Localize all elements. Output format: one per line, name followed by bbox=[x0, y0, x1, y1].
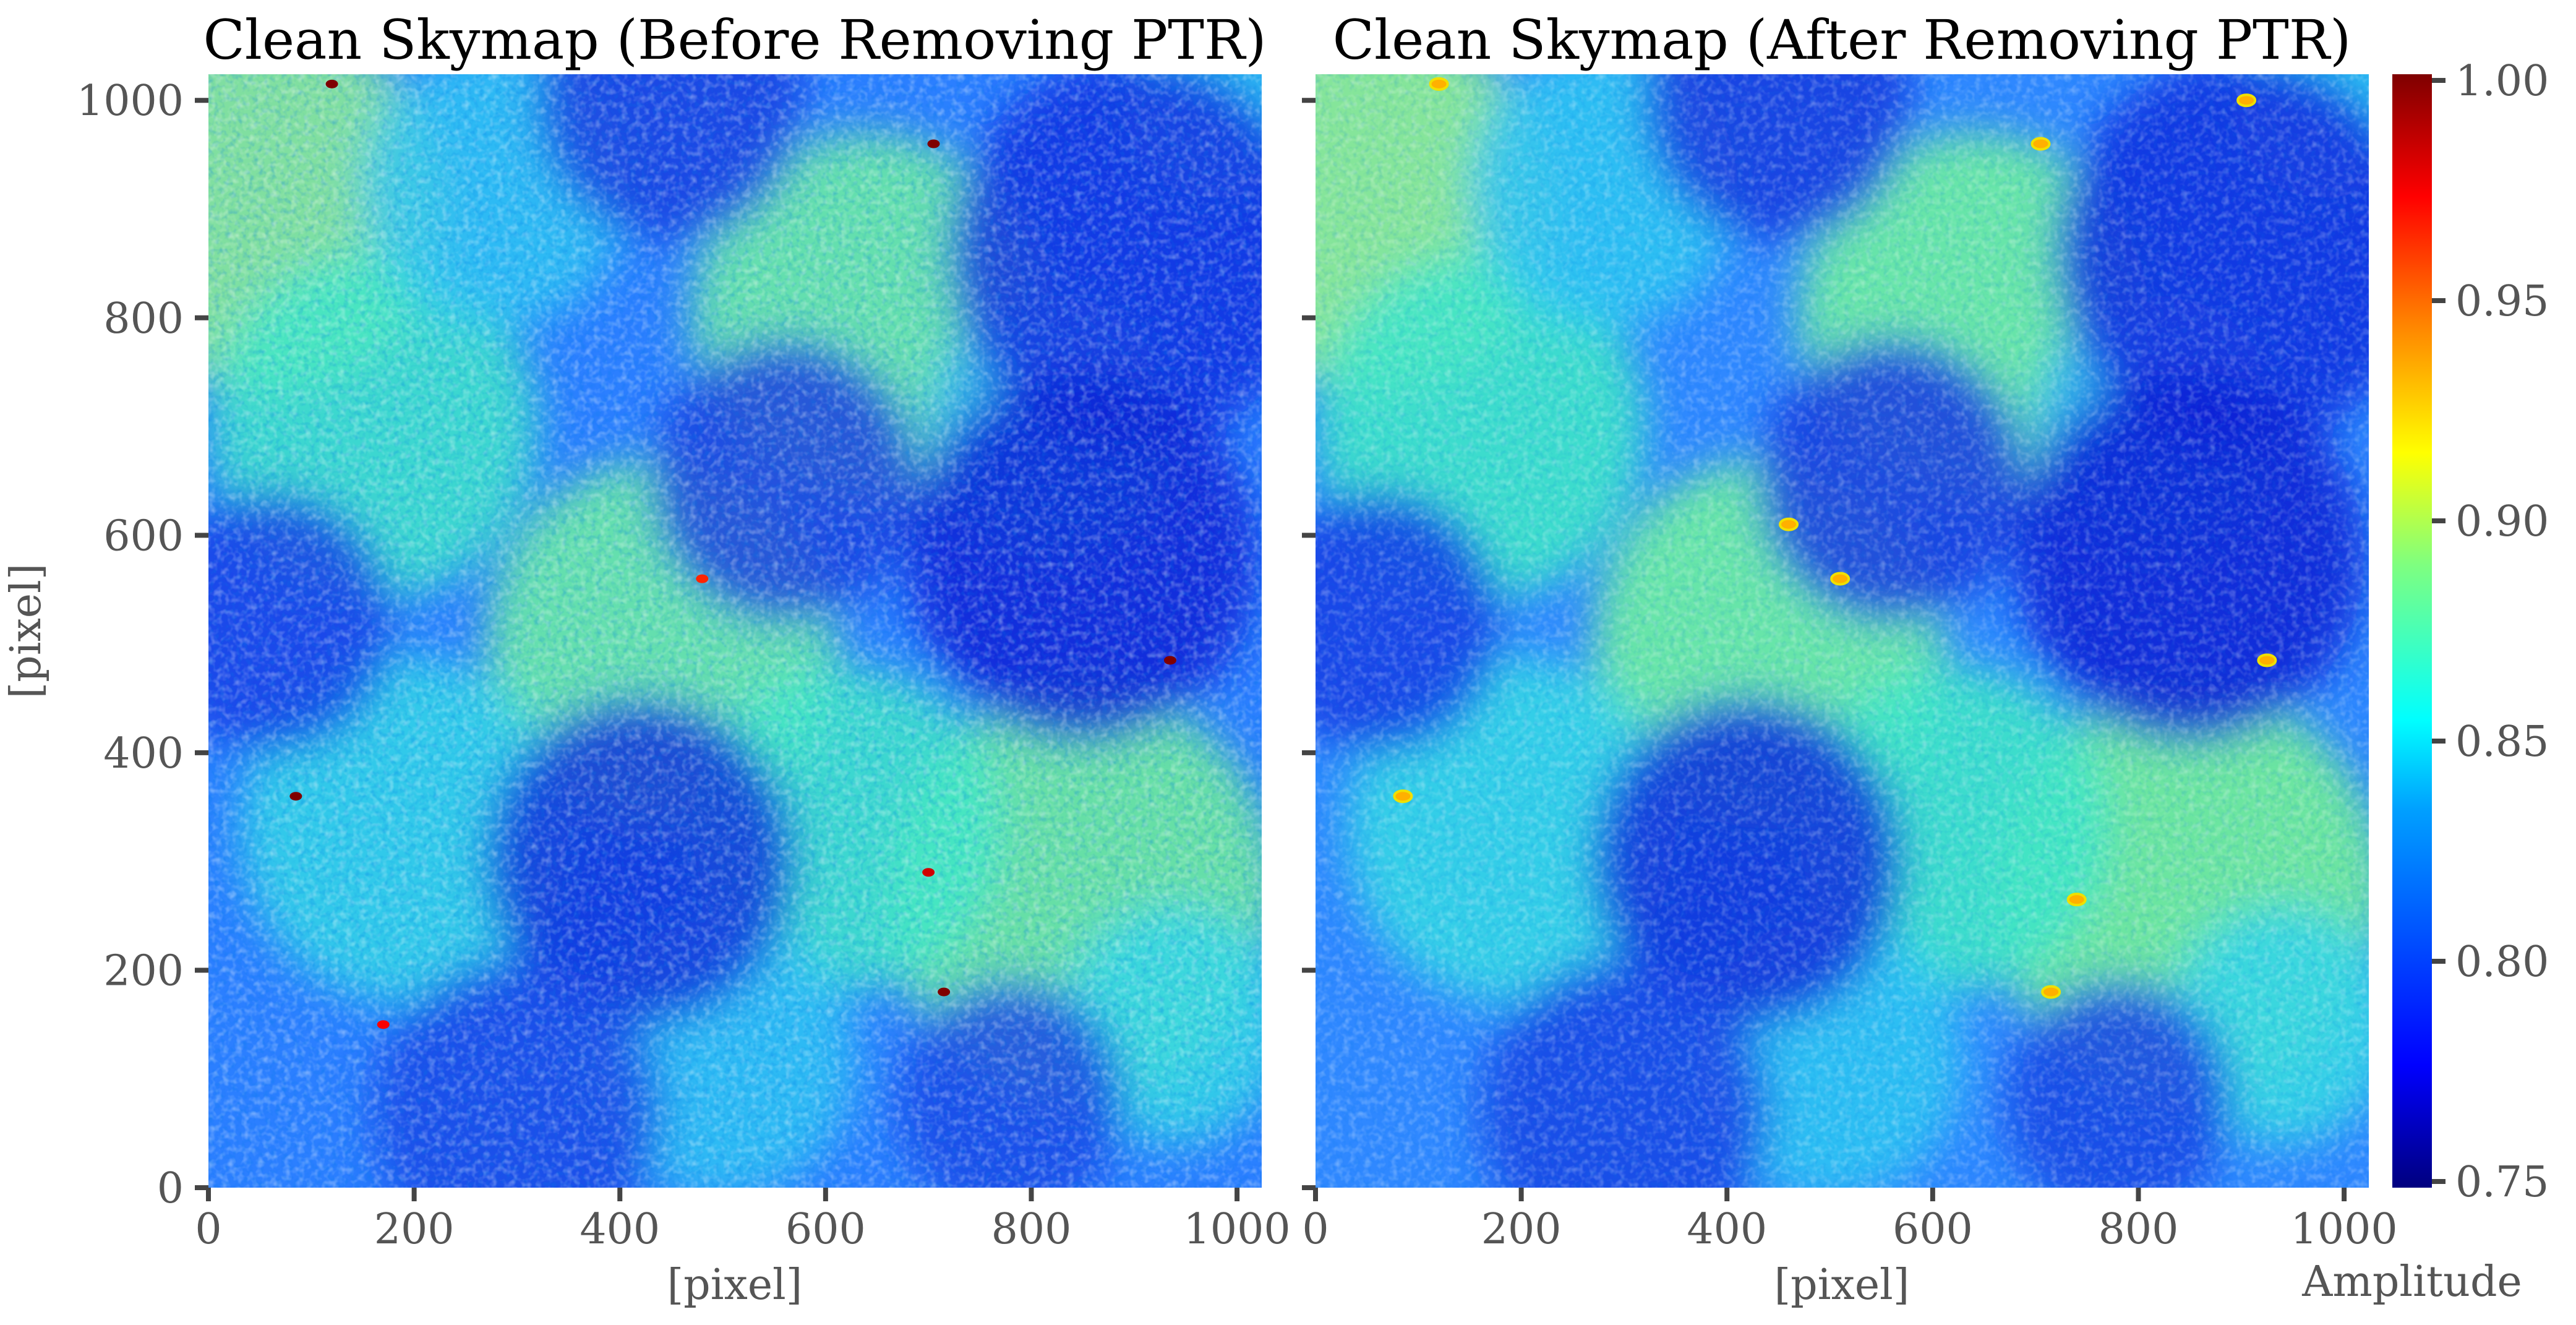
y-axis-ticks: 0 200 400 600 800 1000 bbox=[77, 77, 208, 1213]
hotspot-point bbox=[325, 79, 338, 88]
colorbar-tick-label: 0.85 bbox=[2455, 718, 2549, 766]
colorbar-ticks: 0.75 0.80 0.85 0.90 0.95 1.00 bbox=[2432, 57, 2549, 1207]
speckle-noise-light bbox=[1316, 74, 2369, 1188]
hotspot-point bbox=[2257, 653, 2277, 667]
panel-after-removing-ptr: Clean Skymap (After Removing PTR) 0 200 40… bbox=[1302, 8, 2398, 1310]
colorbar: 0.75 0.80 0.85 0.90 0.95 1.00 Amplitude bbox=[2301, 57, 2549, 1306]
x-tick-label: 1000 bbox=[1184, 1205, 1291, 1254]
colorbar-tick-label: 0.80 bbox=[2455, 938, 2549, 987]
hotspot-point bbox=[2066, 893, 2087, 907]
y-tick-label: 1000 bbox=[77, 77, 184, 126]
y-axis-label: [pixel] bbox=[2, 564, 51, 699]
hotspot-point bbox=[2041, 985, 2061, 999]
speckle-noise-light bbox=[208, 74, 1262, 1188]
y-tick-label: 200 bbox=[103, 946, 184, 995]
colorbar-tick-label: 1.00 bbox=[2455, 57, 2549, 106]
x-tick-label: 600 bbox=[1893, 1205, 1973, 1254]
y-tick-label: 800 bbox=[103, 294, 184, 343]
x-axis-label: [pixel] bbox=[1774, 1261, 1910, 1310]
x-tick-label: 0 bbox=[1302, 1205, 1329, 1254]
y-tick-label: 600 bbox=[103, 512, 184, 560]
x-axis-label: [pixel] bbox=[667, 1261, 803, 1310]
y-tick-label: 400 bbox=[103, 729, 184, 778]
hotspot-point bbox=[938, 987, 951, 997]
x-tick-label: 1000 bbox=[2291, 1205, 2398, 1254]
hotspot-point bbox=[1393, 789, 1413, 804]
colorbar-label: Amplitude bbox=[2301, 1258, 2522, 1306]
hotspot-point bbox=[2236, 93, 2257, 108]
hotspot-point bbox=[1429, 77, 1449, 91]
x-tick-label: 200 bbox=[374, 1205, 455, 1254]
y-axis-ticks bbox=[1302, 98, 1316, 1190]
chart-title: Clean Skymap (Before Removing PTR) bbox=[203, 8, 1266, 72]
skymap-plot-area bbox=[1316, 74, 2369, 1188]
hotspot-point bbox=[1830, 572, 1851, 586]
x-tick-label: 200 bbox=[1481, 1205, 1562, 1254]
panel-before-removing-ptr: Clean Skymap (Before Removing PTR) 0 200 4… bbox=[2, 8, 1291, 1310]
skymap-plot-area bbox=[208, 74, 1262, 1188]
x-tick-label: 600 bbox=[785, 1205, 866, 1254]
colorbar-tick-label: 0.75 bbox=[2455, 1158, 2549, 1207]
hotspot-point bbox=[1163, 656, 1176, 665]
hotspot-point bbox=[1779, 517, 1799, 531]
hotspot-point bbox=[922, 868, 935, 877]
x-axis-ticks: 0 200 400 600 800 1000 bbox=[195, 1188, 1291, 1254]
x-tick-label: 400 bbox=[1687, 1205, 1767, 1254]
hotspot-point bbox=[927, 139, 940, 148]
x-tick-label: 400 bbox=[580, 1205, 660, 1254]
colorbar-tick-label: 0.95 bbox=[2455, 277, 2549, 326]
hotspot-point bbox=[696, 574, 709, 583]
chart-title: Clean Skymap (After Removing PTR) bbox=[1333, 8, 2351, 72]
x-axis-ticks: 0 200 400 600 800 1000 bbox=[1302, 1188, 2398, 1254]
x-tick-label: 800 bbox=[991, 1205, 1072, 1254]
colorbar-gradient bbox=[2392, 74, 2432, 1188]
x-tick-label: 800 bbox=[2099, 1205, 2179, 1254]
y-tick-label: 0 bbox=[157, 1164, 184, 1213]
x-tick-label: 0 bbox=[195, 1205, 221, 1254]
hotspot-point bbox=[289, 792, 302, 801]
hotspot-point bbox=[2030, 137, 2051, 151]
colorbar-tick-label: 0.90 bbox=[2455, 497, 2549, 546]
hotspot-point bbox=[377, 1020, 390, 1029]
